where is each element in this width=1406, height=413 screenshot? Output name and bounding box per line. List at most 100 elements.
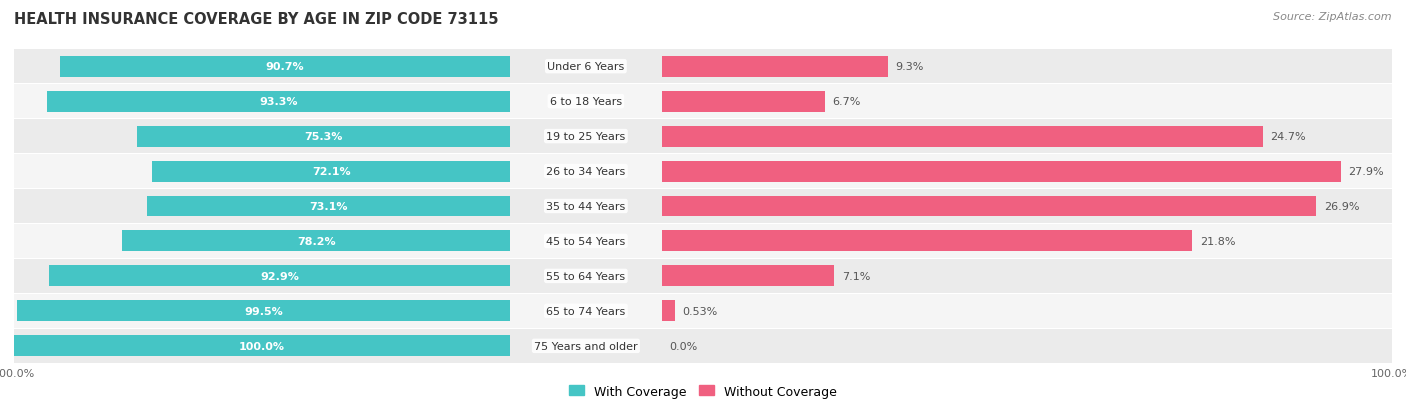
Text: 45 to 54 Years: 45 to 54 Years: [547, 236, 626, 247]
Bar: [662, 120, 1406, 154]
Bar: [505, 120, 510, 154]
Bar: [510, 85, 662, 119]
Bar: [662, 329, 1392, 363]
Bar: [505, 50, 510, 84]
Bar: [510, 50, 1406, 84]
Text: 27.9%: 27.9%: [1348, 166, 1384, 177]
Bar: [14, 294, 510, 328]
Bar: [662, 329, 1406, 363]
Bar: [662, 85, 1392, 119]
Bar: [662, 259, 1392, 293]
Text: 26 to 34 Years: 26 to 34 Years: [547, 166, 626, 177]
Bar: [510, 259, 1406, 293]
Text: 6 to 18 Years: 6 to 18 Years: [550, 97, 621, 107]
Bar: [662, 231, 1192, 252]
Text: 73.1%: 73.1%: [309, 202, 349, 211]
Text: 78.2%: 78.2%: [297, 236, 336, 247]
Text: 19 to 25 Years: 19 to 25 Years: [547, 132, 626, 142]
Bar: [60, 57, 510, 78]
Bar: [510, 329, 1406, 363]
Bar: [503, 294, 510, 328]
Text: 6.7%: 6.7%: [832, 97, 860, 107]
Text: 72.1%: 72.1%: [312, 166, 350, 177]
Bar: [662, 120, 1392, 154]
Bar: [510, 259, 662, 293]
Bar: [662, 301, 675, 322]
Legend: With Coverage, Without Coverage: With Coverage, Without Coverage: [564, 380, 842, 403]
Bar: [136, 126, 510, 147]
Bar: [510, 329, 662, 363]
Bar: [510, 225, 662, 258]
Bar: [503, 259, 510, 293]
Bar: [14, 225, 510, 258]
Bar: [510, 155, 1406, 188]
Bar: [662, 294, 1392, 328]
Text: 55 to 64 Years: 55 to 64 Years: [547, 271, 626, 281]
Bar: [662, 266, 835, 287]
Bar: [49, 266, 510, 287]
Bar: [14, 155, 510, 188]
Text: 26.9%: 26.9%: [1324, 202, 1360, 211]
Bar: [510, 190, 662, 223]
Text: 9.3%: 9.3%: [896, 62, 924, 72]
Text: 65 to 74 Years: 65 to 74 Years: [547, 306, 626, 316]
Bar: [505, 155, 510, 188]
Text: Source: ZipAtlas.com: Source: ZipAtlas.com: [1274, 12, 1392, 22]
Bar: [510, 225, 1406, 258]
Bar: [48, 91, 510, 112]
Bar: [662, 91, 825, 112]
Bar: [510, 294, 1406, 328]
Bar: [17, 301, 510, 322]
Text: 90.7%: 90.7%: [266, 62, 305, 72]
Bar: [14, 85, 510, 119]
Text: 35 to 44 Years: 35 to 44 Years: [547, 202, 626, 211]
Text: 75.3%: 75.3%: [304, 132, 343, 142]
Bar: [510, 120, 1406, 154]
Bar: [14, 50, 510, 84]
Bar: [662, 155, 1406, 188]
Bar: [14, 259, 510, 293]
Bar: [662, 259, 1406, 293]
Text: HEALTH INSURANCE COVERAGE BY AGE IN ZIP CODE 73115: HEALTH INSURANCE COVERAGE BY AGE IN ZIP …: [14, 12, 499, 27]
Text: 92.9%: 92.9%: [260, 271, 299, 281]
Bar: [510, 294, 662, 328]
Bar: [14, 329, 510, 363]
Text: 75 Years and older: 75 Years and older: [534, 341, 638, 351]
Bar: [510, 155, 662, 188]
Bar: [662, 196, 1316, 217]
Text: 0.53%: 0.53%: [682, 306, 717, 316]
Bar: [510, 85, 1406, 119]
Bar: [510, 190, 1406, 223]
Bar: [662, 57, 889, 78]
Bar: [510, 120, 662, 154]
Bar: [662, 50, 1406, 84]
Bar: [503, 225, 510, 258]
Bar: [662, 225, 1392, 258]
Bar: [662, 225, 1406, 258]
Bar: [662, 161, 1341, 182]
Bar: [14, 335, 510, 356]
Bar: [14, 190, 510, 223]
Bar: [505, 190, 510, 223]
Bar: [510, 50, 662, 84]
Bar: [662, 190, 1406, 223]
Bar: [505, 85, 510, 119]
Bar: [503, 329, 510, 363]
Text: 100.0%: 100.0%: [239, 341, 285, 351]
Bar: [662, 50, 1392, 84]
Text: 93.3%: 93.3%: [260, 97, 298, 107]
Bar: [152, 161, 510, 182]
Bar: [122, 231, 510, 252]
Text: 7.1%: 7.1%: [842, 271, 870, 281]
Bar: [662, 294, 1406, 328]
Bar: [148, 196, 510, 217]
Text: Under 6 Years: Under 6 Years: [547, 62, 624, 72]
Text: 0.0%: 0.0%: [669, 341, 697, 351]
Bar: [662, 85, 1406, 119]
Bar: [14, 120, 510, 154]
Text: 21.8%: 21.8%: [1199, 236, 1234, 247]
Text: 99.5%: 99.5%: [245, 306, 283, 316]
Bar: [662, 126, 1263, 147]
Text: 24.7%: 24.7%: [1270, 132, 1306, 142]
Bar: [662, 155, 1392, 188]
